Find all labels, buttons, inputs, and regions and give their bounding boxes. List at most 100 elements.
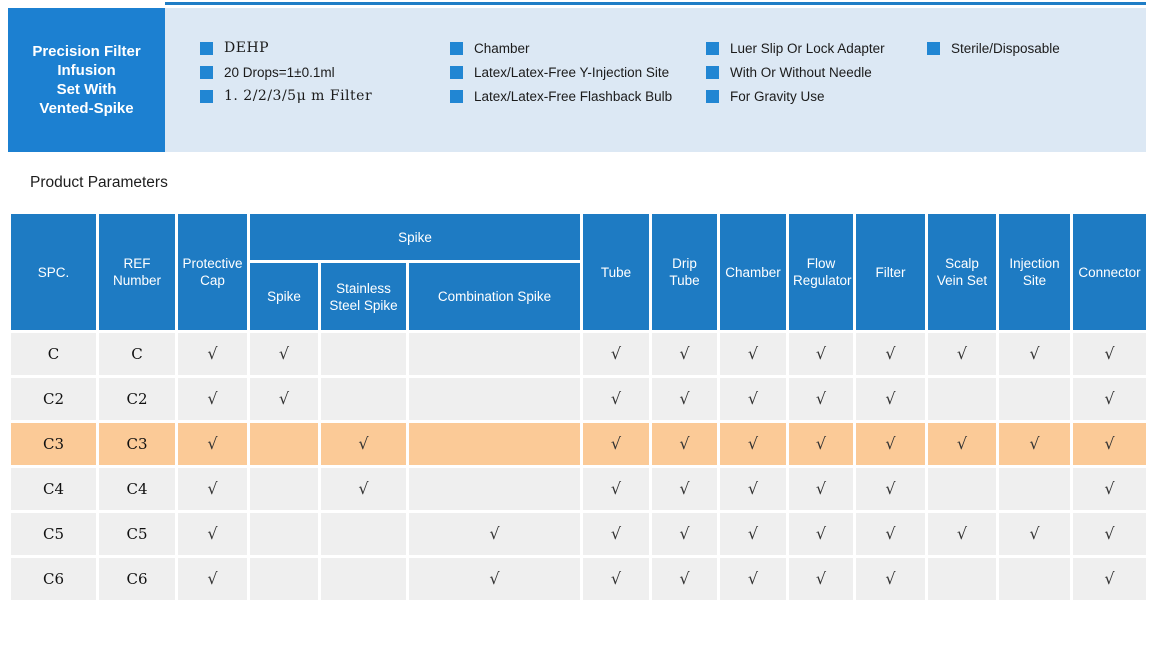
check-mark-icon: √ <box>885 479 896 498</box>
check-mark-icon: √ <box>679 524 690 543</box>
check-cell-tube: √ <box>580 420 653 468</box>
check-cell-flow_regulator: √ <box>786 375 857 423</box>
spc-cell: C5 <box>8 510 99 558</box>
check-cell-scalp_vein_set: √ <box>925 510 1000 558</box>
check-mark-icon: √ <box>278 389 290 408</box>
check-cell-spike <box>247 555 321 603</box>
bullet-square-icon <box>450 89 463 103</box>
check-mark-icon: √ <box>1104 389 1115 408</box>
feature-item: 20 Drops=1±0.1ml <box>200 64 335 80</box>
check-cell-tube: √ <box>580 330 653 378</box>
check-cell-scalp_vein_set <box>925 375 1000 423</box>
feature-item-label: Chamber <box>474 40 530 56</box>
check-cell-connector: √ <box>1070 465 1150 513</box>
check-cell-spike <box>247 510 321 558</box>
col-header-spike-group: Spike <box>246 211 584 263</box>
check-mark-icon: √ <box>815 479 827 498</box>
check-mark-icon: √ <box>358 434 369 453</box>
spc-cell: C <box>8 330 99 378</box>
check-mark-icon: √ <box>278 344 290 363</box>
feature-item: 1. 2/2/3/5μ m Filter <box>200 88 372 104</box>
bullet-square-icon <box>450 41 463 55</box>
bullet-square-icon <box>927 41 940 55</box>
feature-item-label: For Gravity Use <box>730 88 825 104</box>
feature-item-label: Sterile/Disposable <box>951 40 1060 56</box>
check-mark-icon: √ <box>207 389 218 408</box>
check-mark-icon: √ <box>358 479 369 498</box>
check-cell-drip_tube: √ <box>649 510 721 558</box>
col-header-ref-number: REF Number <box>96 211 178 333</box>
banner-top-accent-line <box>165 2 1146 5</box>
feature-item-label: Luer Slip Or Lock Adapter <box>730 40 885 56</box>
check-mark-icon: √ <box>956 524 968 543</box>
bullet-square-icon <box>200 41 213 55</box>
check-mark-icon: √ <box>610 434 622 453</box>
col-header-flow-regulator: Flow Regulator <box>786 211 857 333</box>
col-header-filter: Filter <box>853 211 929 333</box>
col-header-tube: Tube <box>580 211 653 333</box>
check-cell-injection_site: √ <box>996 510 1074 558</box>
check-cell-protective_cap: √ <box>175 555 250 603</box>
check-mark-icon: √ <box>207 344 218 363</box>
check-mark-icon: √ <box>885 389 896 408</box>
check-mark-icon: √ <box>1104 344 1115 363</box>
bullet-square-icon <box>706 41 719 55</box>
check-cell-filter: √ <box>853 375 929 423</box>
check-cell-connector: √ <box>1070 555 1150 603</box>
check-mark-icon: √ <box>207 434 218 453</box>
check-mark-icon: √ <box>747 389 759 408</box>
table-row-c6: C6 C6 √ √ √ √ √ √ √ √ <box>8 555 1150 603</box>
check-mark-icon: √ <box>1029 434 1040 453</box>
check-cell-drip_tube: √ <box>649 420 721 468</box>
check-mark-icon: √ <box>815 344 827 363</box>
check-mark-icon: √ <box>679 389 690 408</box>
bullet-square-icon <box>200 89 213 103</box>
feature-item-label: Latex/Latex-Free Flashback Bulb <box>474 88 673 104</box>
product-title-box: Precision Filter Infusion Set With Vente… <box>8 8 165 152</box>
check-mark-icon: √ <box>1029 524 1040 543</box>
check-cell-protective_cap: √ <box>175 465 250 513</box>
check-mark-icon: √ <box>489 569 500 588</box>
check-cell-scalp_vein_set: √ <box>925 420 1000 468</box>
check-cell-flow_regulator: √ <box>786 510 857 558</box>
feature-item: Latex/Latex-Free Flashback Bulb <box>450 88 672 104</box>
check-cell-spike: √ <box>247 375 321 423</box>
check-mark-icon: √ <box>1104 479 1115 498</box>
feature-item: DEHP <box>200 40 269 56</box>
check-mark-icon: √ <box>815 569 827 588</box>
feature-item: Latex/Latex-Free Y-Injection Site <box>450 64 669 80</box>
check-cell-stainless <box>318 510 409 558</box>
spc-cell: C4 <box>8 465 99 513</box>
col-header-connector: Connector <box>1070 211 1150 333</box>
check-cell-connector: √ <box>1070 420 1150 468</box>
check-mark-icon: √ <box>885 569 896 588</box>
table-row-c3: C3 C3 √ √ √ √ √ √ √ √ √ √ <box>8 420 1150 468</box>
feature-item-label: DEHP <box>224 40 270 56</box>
check-cell-scalp_vein_set <box>925 465 1000 513</box>
col-header-scalp-vein-set: Scalp Vein Set <box>925 211 1000 333</box>
table-row-c5: C5 C5 √ √ √ √ √ √ √ √ √ √ <box>8 510 1150 558</box>
product-parameters-table: SPC. REF Number Protective Cap Spike Tub… <box>8 211 1150 603</box>
ref-number-cell: C2 <box>96 375 178 423</box>
product-title: Precision Filter Infusion Set With Vente… <box>32 43 141 117</box>
check-mark-icon: √ <box>679 479 690 498</box>
feature-item-label: Latex/Latex-Free Y-Injection Site <box>474 64 670 80</box>
check-cell-flow_regulator: √ <box>786 420 857 468</box>
check-cell-injection_site <box>996 375 1074 423</box>
check-cell-injection_site: √ <box>996 330 1074 378</box>
check-cell-protective_cap: √ <box>175 330 250 378</box>
check-mark-icon: √ <box>1029 344 1040 363</box>
bullet-square-icon <box>706 65 719 79</box>
check-cell-combination <box>405 330 584 378</box>
check-cell-chamber: √ <box>717 555 790 603</box>
check-cell-connector: √ <box>1070 330 1150 378</box>
check-cell-scalp_vein_set: √ <box>925 330 1000 378</box>
table-row-c: C C √ √ √ √ √ √ √ √ √ √ <box>8 330 1150 378</box>
col-header-injection-site: Injection Site <box>996 211 1074 333</box>
check-cell-protective_cap: √ <box>175 375 250 423</box>
bullet-square-icon <box>200 65 213 79</box>
col-header-stainless-steel-spike: Stainless Steel Spike <box>318 260 409 333</box>
check-mark-icon: √ <box>679 344 690 363</box>
check-mark-icon: √ <box>885 434 896 453</box>
ref-number-cell: C3 <box>96 420 178 468</box>
